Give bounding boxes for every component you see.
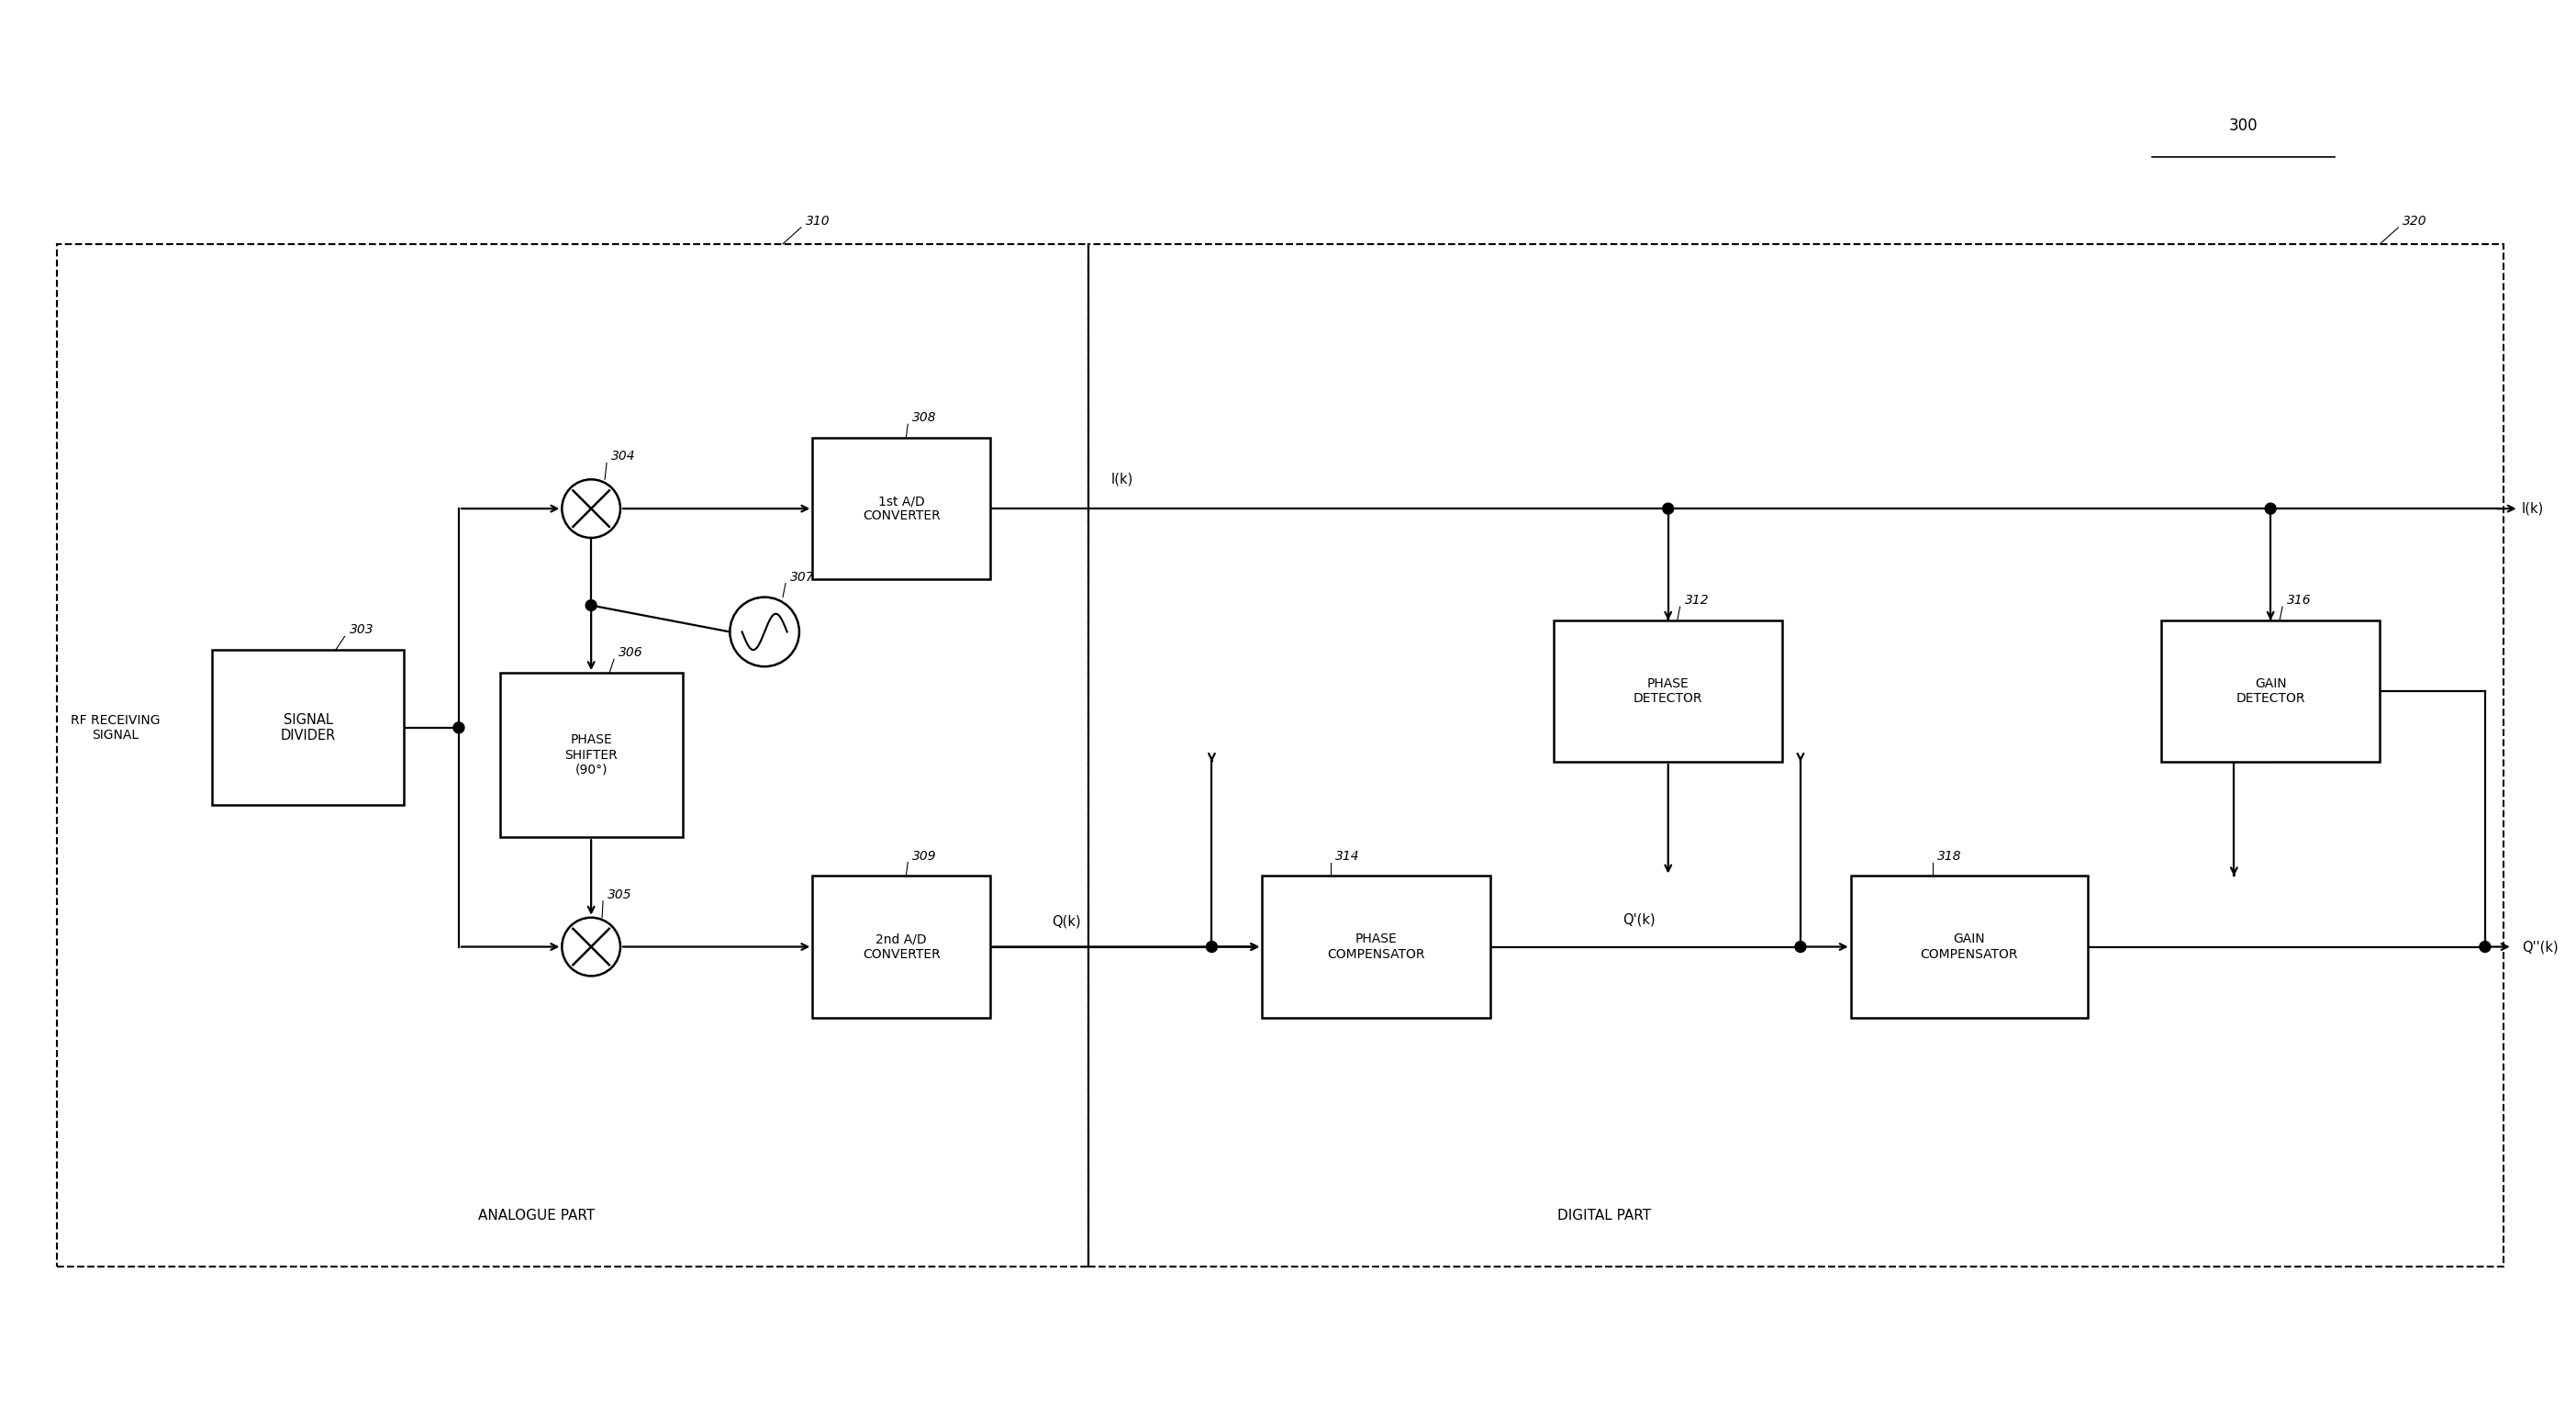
Text: 312: 312 [1685, 594, 1708, 606]
Text: 300: 300 [2228, 118, 2257, 134]
Circle shape [585, 599, 598, 611]
FancyBboxPatch shape [1262, 877, 1489, 1017]
Text: RF RECEIVING
SIGNAL: RF RECEIVING SIGNAL [72, 713, 160, 741]
Text: GAIN
DETECTOR: GAIN DETECTOR [2236, 677, 2306, 705]
Text: I(k): I(k) [1110, 471, 1133, 485]
Text: 304: 304 [611, 450, 636, 463]
Text: PHASE
SHIFTER
(90°): PHASE SHIFTER (90°) [564, 734, 618, 777]
Text: 305: 305 [608, 888, 631, 900]
Text: Q'(k): Q'(k) [1623, 913, 1656, 927]
Circle shape [2481, 941, 2491, 953]
Text: 314: 314 [1334, 850, 1360, 862]
Text: ANALOGUE PART: ANALOGUE PART [479, 1209, 595, 1223]
Text: GAIN
COMPENSATOR: GAIN COMPENSATOR [1922, 933, 2017, 961]
Text: 316: 316 [2287, 594, 2311, 606]
Text: 320: 320 [2403, 215, 2427, 228]
Text: I(k): I(k) [2522, 502, 2543, 515]
FancyBboxPatch shape [811, 877, 989, 1017]
FancyBboxPatch shape [1850, 877, 2089, 1017]
Text: 309: 309 [912, 850, 938, 862]
Circle shape [453, 722, 464, 733]
Text: 308: 308 [912, 411, 938, 424]
Circle shape [1795, 941, 1806, 953]
FancyBboxPatch shape [211, 650, 404, 805]
Text: DIGITAL PART: DIGITAL PART [1558, 1209, 1651, 1223]
Text: 1st A/D
CONVERTER: 1st A/D CONVERTER [863, 495, 940, 522]
Text: PHASE
COMPENSATOR: PHASE COMPENSATOR [1327, 933, 1425, 961]
Text: 306: 306 [618, 646, 644, 660]
Text: Q(k): Q(k) [1051, 915, 1082, 929]
Text: 310: 310 [806, 215, 829, 228]
FancyBboxPatch shape [1553, 620, 1783, 763]
FancyBboxPatch shape [500, 673, 683, 837]
Text: PHASE
DETECTOR: PHASE DETECTOR [1633, 677, 1703, 705]
Circle shape [1662, 504, 1674, 514]
Text: 2nd A/D
CONVERTER: 2nd A/D CONVERTER [863, 933, 940, 961]
Text: 307: 307 [791, 571, 814, 584]
Circle shape [1206, 941, 1218, 953]
FancyBboxPatch shape [2161, 620, 2380, 763]
Text: Q''(k): Q''(k) [2522, 940, 2558, 954]
Text: 318: 318 [1937, 850, 1963, 862]
FancyBboxPatch shape [811, 438, 989, 580]
Text: SIGNAL
DIVIDER: SIGNAL DIVIDER [281, 713, 335, 743]
Text: 303: 303 [350, 623, 374, 636]
Circle shape [2264, 504, 2277, 514]
